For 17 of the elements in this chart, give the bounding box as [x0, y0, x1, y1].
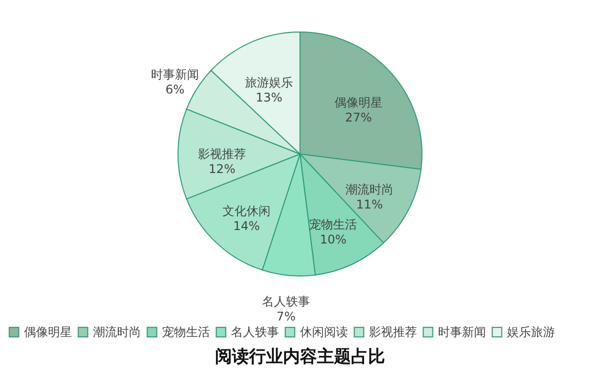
data-label: 文化休闲 14%	[222, 204, 271, 233]
legend-label: 时事新闻	[438, 325, 486, 340]
data-label: 名人轶事 7%	[262, 294, 310, 324]
data-label: 偶像明星 27%	[334, 95, 383, 124]
legend-label: 宠物生活	[162, 325, 210, 340]
data-label: 时事新闻 6%	[151, 68, 200, 97]
legend-label: 名人轶事	[231, 325, 279, 340]
legend-label: 潮流时尚	[93, 325, 141, 340]
data-label: 影视推荐 12%	[198, 147, 246, 176]
data-label: 旅游娱乐 13%	[245, 75, 294, 104]
text: 阅读行业内容主题占比	[215, 347, 385, 367]
legend-label: 影视推荐	[369, 325, 417, 340]
data-label: 潮流时尚 11%	[346, 182, 394, 212]
data-label: 宠物生活 10%	[309, 218, 358, 247]
legend-label: 休闲阅读	[300, 325, 348, 340]
legend-label: 偶像明星	[24, 325, 72, 340]
legend-label: 娱乐旅游	[507, 325, 555, 340]
